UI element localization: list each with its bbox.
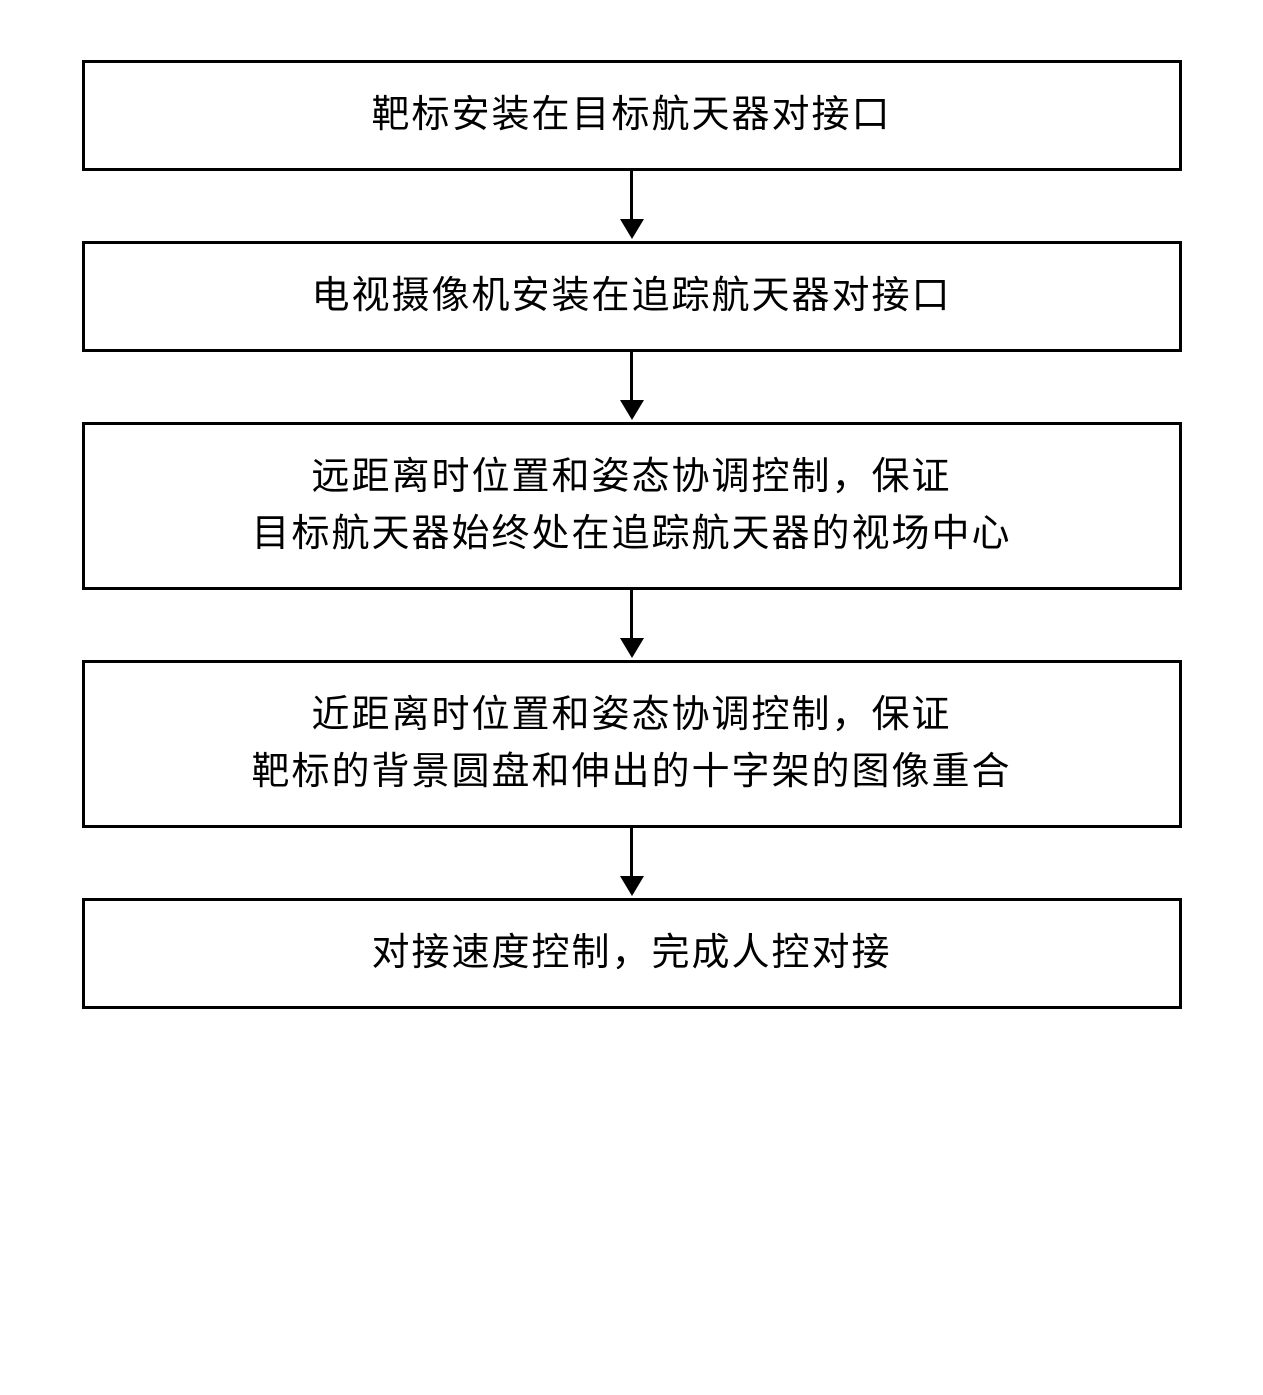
flowchart-container: 靶标安装在目标航天器对接口 电视摄像机安装在追踪航天器对接口 远距离时位置和姿态… [82, 60, 1182, 1009]
step-text: 靶标的背景圆盘和伸出的十字架的图像重合 [251, 744, 1011, 801]
flowchart-step-1: 靶标安装在目标航天器对接口 [82, 60, 1182, 171]
step-text: 近距离时位置和姿态协调控制，保证 [311, 687, 951, 744]
flowchart-step-5: 对接速度控制，完成人控对接 [82, 898, 1182, 1009]
arrow-icon [620, 171, 644, 241]
step-text: 对接速度控制，完成人控对接 [371, 925, 891, 982]
flowchart-step-4: 近距离时位置和姿态协调控制，保证 靶标的背景圆盘和伸出的十字架的图像重合 [82, 660, 1182, 828]
flowchart-step-3: 远距离时位置和姿态协调控制，保证 目标航天器始终处在追踪航天器的视场中心 [82, 422, 1182, 590]
step-text: 电视摄像机安装在追踪航天器对接口 [311, 268, 951, 325]
step-text: 远距离时位置和姿态协调控制，保证 [311, 449, 951, 506]
step-text: 靶标安装在目标航天器对接口 [371, 87, 891, 144]
flowchart-step-2: 电视摄像机安装在追踪航天器对接口 [82, 241, 1182, 352]
arrow-icon [620, 828, 644, 898]
arrow-icon [620, 352, 644, 422]
arrow-icon [620, 590, 644, 660]
step-text: 目标航天器始终处在追踪航天器的视场中心 [251, 506, 1011, 563]
